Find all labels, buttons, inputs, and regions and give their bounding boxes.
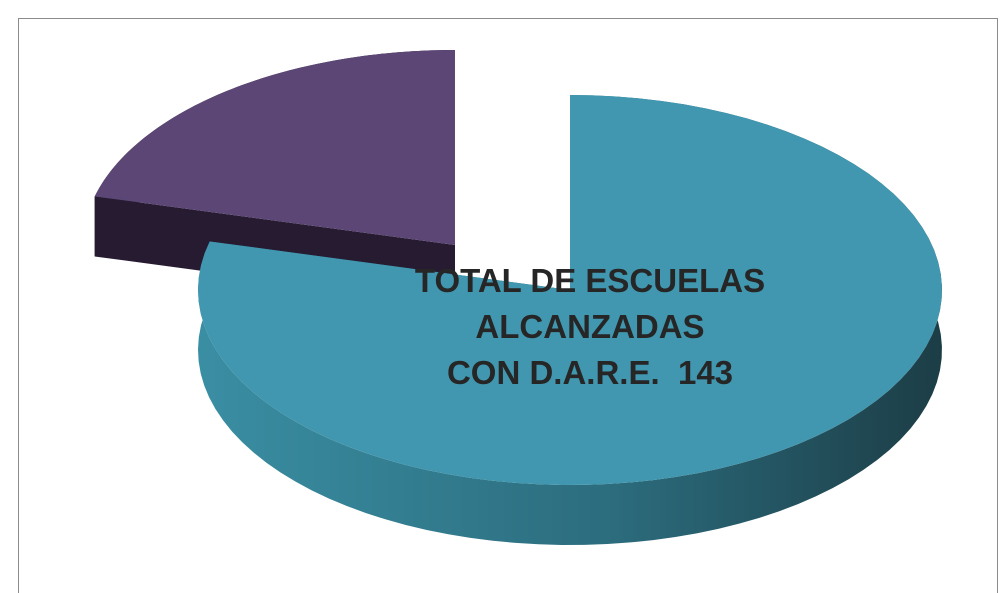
chart-frame: [18, 18, 998, 593]
slice: [198, 95, 942, 485]
data-label: TOTAL DE ESCUELAS ALCANZADAS CON D.A.R.E…: [414, 262, 766, 391]
slice: [94, 50, 455, 245]
